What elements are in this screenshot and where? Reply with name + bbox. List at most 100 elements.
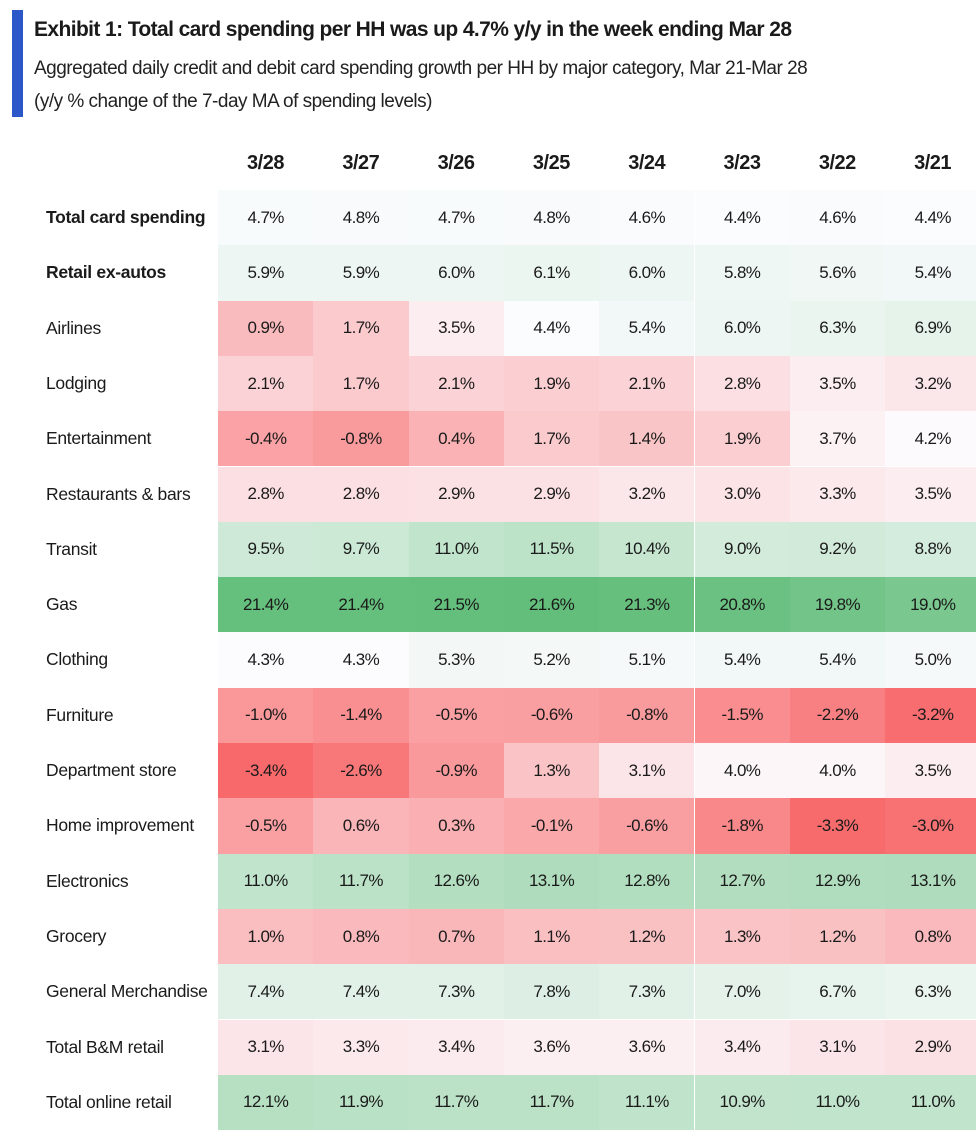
heatmap-cell: 1.7%	[313, 355, 409, 412]
row-label: Clothing	[46, 649, 108, 670]
heatmap-cell: 11.0%	[789, 1074, 886, 1131]
row-label: Restaurants & bars	[46, 483, 191, 504]
heatmap-cell: 21.6%	[503, 577, 600, 633]
heatmap-cell: 11.0%	[885, 1074, 976, 1131]
heatmap-cell: 0.3%	[408, 798, 504, 854]
heatmap-cell: 19.0%	[885, 577, 976, 633]
heatmap-cell: 19.8%	[789, 577, 886, 633]
heatmap-cell: 4.8%	[313, 190, 409, 246]
heatmap-cell: 9.2%	[789, 521, 886, 578]
heatmap-cell: 5.3%	[408, 632, 504, 688]
heatmap-cell: 6.7%	[789, 964, 886, 1020]
heatmap-cell: 2.1%	[218, 355, 314, 412]
heatmap-cell: 3.3%	[313, 1019, 409, 1075]
heatmap-cell: -0.4%	[218, 411, 314, 467]
heatmap-cell: 3.6%	[599, 1019, 695, 1075]
heatmap-cell: 3.1%	[218, 1019, 314, 1075]
row-label: General Merchandise	[46, 981, 208, 1002]
column-header: 3/22	[818, 152, 856, 174]
heatmap-cell: 0.8%	[313, 908, 409, 965]
heatmap-cell: 1.9%	[503, 355, 600, 412]
subtitle-line-1: Aggregated daily credit and debit card s…	[34, 58, 808, 79]
row-label: Department store	[46, 760, 177, 780]
heatmap-cell: 6.0%	[694, 300, 790, 356]
heatmap-cell: 9.0%	[694, 521, 790, 578]
heatmap-cell: 12.9%	[789, 853, 886, 909]
heatmap-cell: 3.5%	[885, 466, 976, 522]
heatmap-cell: 1.2%	[599, 908, 695, 965]
heatmap-cell: -0.8%	[599, 687, 695, 743]
heatmap-cell: 3.4%	[408, 1019, 504, 1075]
heatmap-cell: -0.6%	[503, 687, 600, 743]
heatmap-cell: 2.8%	[313, 466, 409, 522]
column-header: 3/23	[723, 152, 761, 174]
heatmap-cell: 7.8%	[503, 964, 600, 1020]
accent-bar	[12, 10, 23, 117]
heatmap-cell: 10.4%	[599, 521, 695, 578]
heatmap-cell: -0.6%	[599, 798, 695, 854]
exhibit-title: Exhibit 1: Total card spending per HH wa…	[34, 18, 792, 41]
heatmap-cell: 1.7%	[503, 411, 600, 467]
heatmap-cell: 3.5%	[408, 300, 504, 356]
heatmap-cell: 21.4%	[313, 577, 409, 633]
heatmap-cell: 3.3%	[789, 466, 886, 522]
heatmap-cell: 4.7%	[408, 190, 504, 246]
heatmap-cell: 1.1%	[503, 908, 600, 965]
row-label: Home improvement	[46, 815, 194, 836]
row-label: Transit	[46, 538, 97, 559]
heatmap-cell: 3.1%	[599, 743, 695, 799]
heatmap-cell: -0.5%	[218, 798, 314, 854]
heatmap-cell: 5.2%	[503, 632, 600, 688]
heatmap-cell: 12.8%	[599, 853, 695, 909]
heatmap-cell: 8.8%	[885, 521, 976, 578]
heatmap-cell: 3.5%	[789, 355, 886, 412]
heatmap-cell: 3.2%	[885, 355, 976, 412]
heatmap-cell: 3.2%	[599, 466, 695, 522]
row-label: Airlines	[46, 317, 101, 338]
column-header: 3/26	[437, 152, 475, 174]
heatmap-cell: -0.1%	[503, 798, 600, 854]
heatmap-cell: 2.9%	[408, 466, 504, 522]
row-label: Entertainment	[46, 428, 152, 449]
heatmap-cell: 4.8%	[503, 190, 600, 246]
heatmap-cell: 5.0%	[885, 632, 976, 688]
row-label: Grocery	[46, 925, 107, 946]
heatmap-cell: 4.0%	[694, 743, 790, 799]
heatmap-cell: 5.9%	[313, 245, 409, 301]
heatmap-cell: 1.9%	[694, 411, 790, 467]
heatmap-cell: 21.5%	[408, 577, 504, 633]
heatmap-cell: 1.3%	[503, 743, 600, 799]
heatmap-cell: 13.1%	[503, 853, 600, 909]
heatmap-cell: 5.1%	[599, 632, 695, 688]
heatmap-cell: -1.4%	[313, 687, 409, 743]
heatmap-cell: 6.0%	[408, 245, 504, 301]
heatmap-cell: 5.9%	[218, 245, 314, 301]
heatmap-cell: 4.4%	[694, 190, 790, 246]
heatmap-cell: 11.9%	[313, 1074, 409, 1131]
heatmap-cell: 3.1%	[789, 1019, 886, 1075]
heatmap-cell: 7.3%	[408, 964, 504, 1020]
heatmap-cell: -0.9%	[408, 743, 504, 799]
heatmap-cell: 6.3%	[885, 964, 976, 1020]
heatmap-cell: 6.1%	[503, 245, 600, 301]
heatmap-cell: 4.3%	[313, 632, 409, 688]
row-label: Furniture	[46, 704, 114, 725]
heatmap-cell: 5.4%	[789, 632, 886, 688]
heatmap-cell: 21.3%	[599, 577, 695, 633]
column-header: 3/27	[342, 152, 380, 174]
heatmap-cell: 2.8%	[694, 355, 790, 412]
heatmap-cell: -2.2%	[789, 687, 886, 743]
heatmap-cell: 1.4%	[599, 411, 695, 467]
column-header: 3/25	[532, 152, 570, 174]
heatmap-cell: 11.0%	[218, 853, 314, 909]
heatmap-cell: 9.5%	[218, 521, 314, 578]
heatmap-cell: 5.8%	[694, 245, 790, 301]
heatmap-cell: 5.6%	[789, 245, 886, 301]
heatmap-cell: 13.1%	[885, 853, 976, 909]
heatmap-cell: 0.8%	[885, 908, 976, 965]
heatmap-cell: 1.2%	[789, 908, 886, 965]
exhibit-subtitle: Aggregated daily credit and debit card s…	[34, 52, 808, 118]
heatmap-cell: -1.0%	[218, 687, 314, 743]
heatmap-cell: 4.3%	[218, 632, 314, 688]
heatmap-cell: 4.0%	[789, 743, 886, 799]
